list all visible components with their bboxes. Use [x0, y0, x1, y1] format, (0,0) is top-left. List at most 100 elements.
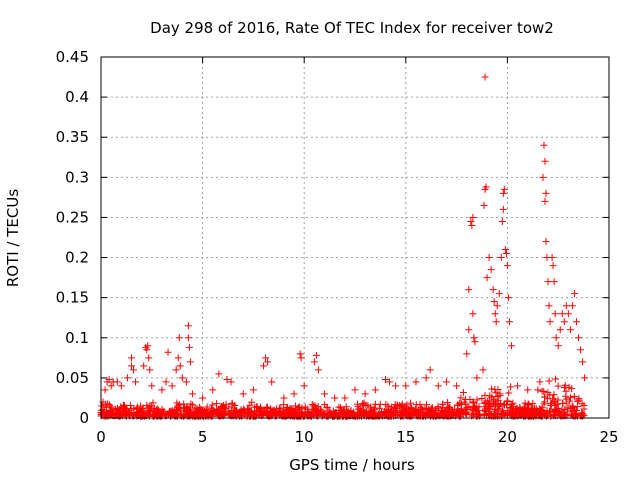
- data-point-background: [298, 409, 306, 417]
- data-point: [146, 366, 154, 374]
- y-tick-label: 0: [79, 409, 89, 427]
- data-point: [579, 358, 587, 366]
- data-point-background: [437, 407, 445, 415]
- data-point-background: [570, 393, 578, 401]
- data-point-background: [439, 400, 447, 408]
- data-point-background: [267, 405, 275, 413]
- data-point-background: [386, 408, 394, 416]
- data-point: [412, 378, 420, 386]
- data-point: [175, 334, 183, 342]
- data-point-background: [323, 403, 331, 411]
- data-point-background: [465, 403, 473, 411]
- data-point-background: [554, 382, 562, 390]
- data-point-background: [184, 403, 192, 411]
- data-point: [544, 278, 552, 286]
- data-point-background: [228, 399, 236, 407]
- data-point-background: [133, 405, 141, 413]
- data-point-background: [478, 394, 486, 402]
- data-point-background: [462, 395, 470, 403]
- data-point-background: [551, 398, 559, 406]
- data-point: [188, 390, 196, 398]
- data-point-background: [146, 406, 154, 414]
- data-point-background: [125, 409, 133, 417]
- data-point-background: [157, 410, 165, 418]
- data-point-background: [560, 384, 568, 392]
- data-point-background: [480, 410, 488, 418]
- data-point-background: [253, 403, 261, 411]
- data-point: [470, 334, 478, 342]
- data-point-background: [529, 399, 537, 407]
- data-point: [490, 298, 498, 306]
- data-point-background: [218, 403, 226, 411]
- data-point-background: [190, 411, 198, 419]
- data-point-background: [507, 383, 515, 391]
- data-point-background: [421, 404, 429, 412]
- data-point: [560, 318, 568, 326]
- data-point-background: [413, 408, 421, 416]
- data-point: [514, 382, 522, 390]
- data-point: [132, 378, 140, 386]
- data-point-background: [102, 412, 110, 420]
- data-point-background: [283, 403, 291, 411]
- data-point: [123, 374, 131, 382]
- data-point-background: [175, 401, 183, 409]
- data-point: [469, 310, 477, 318]
- data-point-background: [207, 405, 215, 413]
- data-point-background: [403, 412, 411, 420]
- data-point-background: [507, 404, 515, 412]
- data-point: [551, 310, 559, 318]
- data-point-background: [390, 406, 398, 414]
- data-point-background: [143, 410, 151, 418]
- data-point-background: [457, 405, 465, 413]
- data-point-background: [473, 403, 481, 411]
- data-point-background: [195, 412, 203, 420]
- y-tick-label: 0.25: [56, 208, 89, 226]
- data-point: [176, 362, 184, 370]
- data-point: [434, 382, 442, 390]
- data-point-background: [194, 407, 202, 415]
- data-point-background: [558, 406, 566, 414]
- data-point: [174, 354, 182, 362]
- data-point-background: [407, 399, 415, 407]
- data-point-background: [264, 411, 272, 419]
- data-point-background: [248, 398, 256, 406]
- data-point-background: [568, 402, 576, 410]
- data-point-background: [502, 401, 510, 409]
- data-point-background: [276, 411, 284, 419]
- data-point-background: [177, 406, 185, 414]
- data-point-background: [491, 406, 499, 414]
- data-point-background: [385, 409, 393, 417]
- data-point-background: [311, 407, 319, 415]
- data-point: [542, 189, 550, 197]
- data-point: [314, 366, 322, 374]
- data-point: [467, 217, 475, 225]
- data-point: [566, 326, 574, 334]
- data-point: [101, 386, 109, 394]
- data-point: [540, 141, 548, 149]
- data-point: [321, 390, 329, 398]
- data-point: [502, 250, 510, 258]
- axes: 0 0.05 0.1 0.15 0.2 0.25 0.3 0.35 0.4 0.45 0 5 10 15 2…: [56, 48, 619, 446]
- data-point-background: [185, 406, 193, 414]
- data-point: [548, 254, 556, 262]
- data-point-background: [567, 394, 575, 402]
- data-point-background: [111, 405, 119, 413]
- data-point-background: [538, 387, 546, 395]
- x-tick-label: 5: [198, 428, 208, 446]
- y-tick-label: 0.05: [56, 369, 89, 387]
- data-point: [498, 217, 506, 225]
- y-tick-label: 0.15: [56, 289, 89, 307]
- plot-frame: [100, 56, 610, 419]
- x-tick-label: 10: [295, 428, 314, 446]
- chart-title: Day 298 of 2016, Rate Of TEC Index for r…: [150, 19, 554, 37]
- data-point-background: [155, 406, 163, 414]
- data-point: [482, 183, 490, 191]
- data-point-background: [564, 404, 572, 412]
- data-point-background: [371, 400, 379, 408]
- data-point: [144, 342, 152, 350]
- data-point: [556, 326, 564, 334]
- data-point-background: [120, 402, 128, 410]
- data-point-background: [246, 401, 254, 409]
- data-point: [453, 382, 461, 390]
- data-point: [500, 185, 508, 193]
